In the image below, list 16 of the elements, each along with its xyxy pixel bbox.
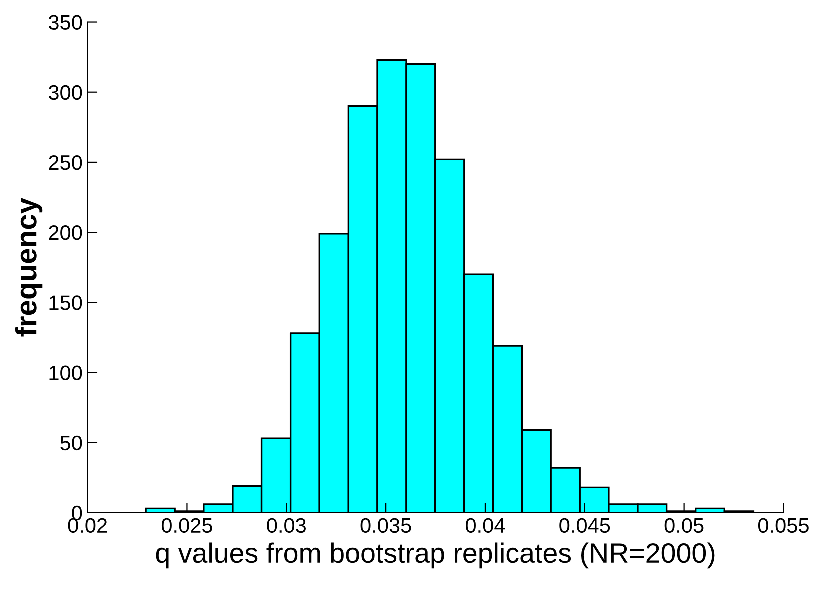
x-tick-label: 0.05: [664, 518, 704, 534]
x-tick-label: 0.035: [360, 518, 412, 534]
y-axis-title: frequency: [15, 198, 43, 337]
x-axis-title: q values from bootstrap replicates (NR=2000): [156, 542, 715, 569]
y-tick-label: 200: [49, 226, 82, 240]
y-tick-label: 250: [49, 155, 82, 170]
x-tick-label: 0.03: [267, 518, 306, 534]
x-tick-label: 0.055: [758, 518, 809, 534]
y-tick-label: 50: [60, 436, 82, 451]
x-tick-label: 0.025: [162, 518, 212, 534]
x-tick-label: 0.04: [466, 518, 506, 534]
y-tick-label: 100: [50, 366, 82, 380]
y-tick-label: 300: [48, 85, 82, 100]
y-tick-label: 150: [50, 296, 82, 310]
x-tick-label: 0.045: [560, 518, 610, 534]
y-tick-label: 350: [48, 15, 82, 30]
